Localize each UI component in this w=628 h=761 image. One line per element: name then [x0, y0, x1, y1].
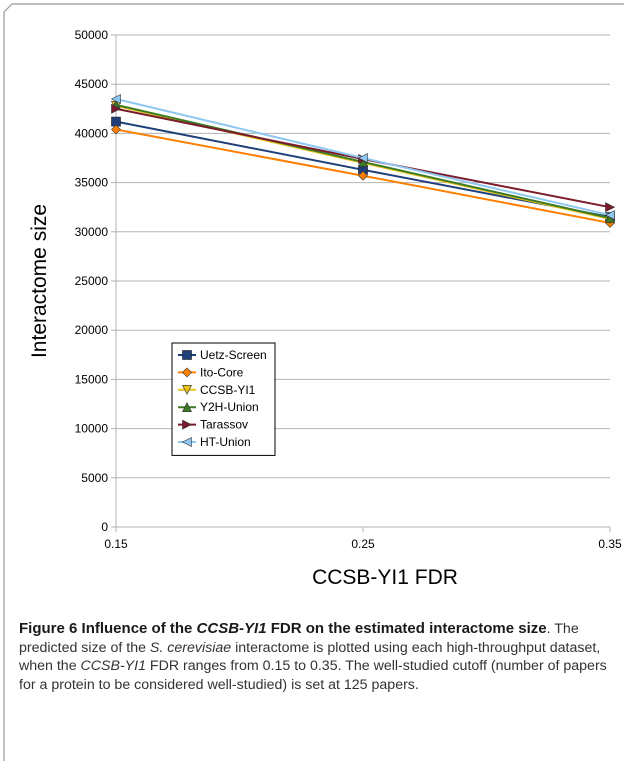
- x-tick-label-1: 0.25: [351, 537, 375, 551]
- legend-label-CCSB-YI1: CCSB-YI1: [200, 383, 256, 397]
- line-chart: 0 5000 10000 15000 20000 25000 30000 35000 40000…: [28, 28, 622, 589]
- y-tick-label-3: 15000: [75, 372, 109, 386]
- series-point-Tarassov-2: [605, 202, 616, 213]
- legend-marker-Ito-Core: [182, 367, 192, 378]
- y-tick-label-0: 0: [101, 520, 108, 534]
- legend-marker-Uetz-Screen: [182, 350, 192, 360]
- caption-title-italic: CCSB-YI1: [196, 620, 267, 637]
- figure-caption: Figure 6 Influence of the CCSB-YI1 FDR o…: [19, 620, 619, 695]
- x-tick-label-0: 0.15: [104, 537, 128, 551]
- y-tick-label-6: 30000: [75, 225, 109, 239]
- figure-label: Figure 6: [19, 620, 78, 637]
- legend-label-Ito-Core: Ito-Core: [200, 365, 244, 379]
- caption-title-post: FDR on the estimated interactome size: [266, 620, 547, 637]
- y-tick-label-4: 20000: [75, 323, 109, 337]
- series-point-HT-Union-0: [110, 93, 121, 104]
- y-tick-label-5: 25000: [75, 274, 109, 288]
- series-point-Tarassov-0: [111, 103, 122, 114]
- legend-box: [171, 342, 276, 456]
- y-tick-label-10: 50000: [75, 28, 109, 42]
- caption-body-1: . The predicted size of the: [19, 621, 579, 656]
- caption-body-italic-1: S. cerevisiae: [149, 639, 232, 656]
- series-point-HT-Union-2: [604, 210, 615, 221]
- y-axis-title: Interactome size: [28, 204, 51, 358]
- y-tick-label-7: 35000: [75, 176, 109, 190]
- legend-marker-HT-Union: [181, 437, 192, 447]
- series-point-Ito-Core-1: [358, 170, 368, 181]
- legend-marker-Tarassov: [182, 419, 193, 430]
- y-tick-label-9: 45000: [75, 77, 109, 91]
- series-point-HT-Union-1: [357, 153, 368, 163]
- caption-title-pre: Influence of the: [81, 620, 197, 637]
- x-tick-label-2: 0.35: [598, 537, 622, 551]
- caption-body-italic-2: CCSB-YI1: [80, 658, 146, 675]
- y-tick-label-1: 5000: [81, 471, 108, 485]
- y-tick-label-2: 10000: [75, 422, 109, 436]
- series-point-Ito-Core-0: [111, 124, 121, 135]
- caption-title: Figure 6 Influence of the CCSB-YI1 FDR o…: [19, 620, 547, 637]
- legend-label-Y2H-Union: Y2H-Union: [200, 400, 259, 414]
- y-tick-label-8: 40000: [75, 126, 109, 140]
- legend-label-Tarassov: Tarassov: [200, 418, 248, 432]
- legend-marker-Y2H-Union: [182, 402, 192, 413]
- legend-label-HT-Union: HT-Union: [200, 435, 251, 449]
- caption-body-3: FDR ranges from 0.15 to 0.35. The well-s…: [19, 658, 607, 694]
- legend-label-Uetz-Screen: Uetz-Screen: [200, 348, 267, 362]
- caption-body-2: interactome is plotted using each high-t…: [19, 639, 601, 675]
- legend-marker-CCSB-YI1: [182, 384, 192, 395]
- x-axis-title: CCSB-YI1 FDR: [312, 566, 458, 589]
